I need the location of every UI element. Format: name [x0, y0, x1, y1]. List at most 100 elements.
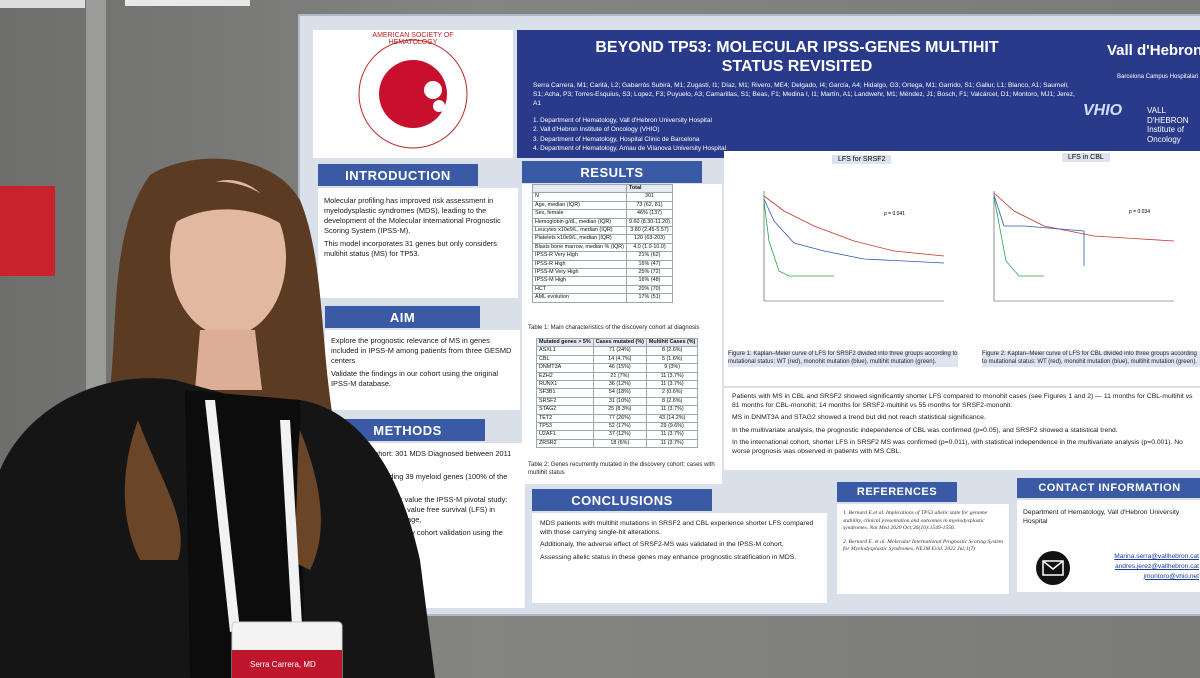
caption: Table 1: Main characteristics of the dis… — [528, 325, 700, 331]
figure-title: LFS in CBL — [1062, 153, 1110, 162]
cell: IPSS-R High — [532, 259, 627, 270]
cell: 16% (47) — [625, 259, 673, 270]
neck — [195, 330, 262, 390]
curve — [763, 200, 834, 277]
cell: 11 (3.7%) — [645, 405, 699, 415]
header-row: Total — [532, 183, 673, 194]
cell: ZRSR2 — [536, 438, 594, 449]
bullet: This model incorporates 31 genes but onl… — [324, 238, 497, 258]
cell: 4.0 (1.0-10.0) — [625, 242, 673, 253]
cell: STAG2 — [536, 405, 594, 415]
row: IPSS-R Very High 21% (62) — [532, 251, 673, 261]
cell: 3.80 (2.45-5.57) — [625, 226, 673, 236]
row: AML evolution 17% (51) — [532, 293, 673, 303]
curve — [993, 192, 1175, 242]
intro-text: Molecular profiling has improved risk as… — [318, 188, 518, 298]
header-row: Mutated genes > 5% Cases mutated (%) Multi… — [536, 337, 699, 348]
row: IPSS-M Very High 25% (72) — [532, 268, 673, 278]
row: Age, median (IQR) 73 (62, 81) — [532, 200, 673, 211]
person — [0, 158, 435, 678]
aim-text: Explore the prognostic relevance of MS i… — [325, 330, 520, 410]
header-band: BEYOND TP53: MOLECULAR IPSS-GENES MULTIH… — [517, 30, 1200, 158]
society-name: AMERICAN SOCIETY OF HEMATOLOGY — [372, 32, 454, 46]
row: CBL 14 (4.7%) 5 (1.6%) — [536, 354, 699, 365]
row: Leucytes x10e9/L, median (IQR) 3.80 (2.45… — [532, 226, 673, 236]
header-cell — [532, 183, 627, 194]
p-value: p = 0.034 — [1129, 209, 1150, 215]
cell: IPSS-M Very High — [532, 268, 627, 278]
km-plots — [763, 191, 1175, 302]
cell: 8 (2.6%) — [645, 396, 699, 407]
cell: SRSF2 — [536, 396, 594, 407]
row: DNMT3A 46 (15%) 9 (3%) — [536, 363, 699, 373]
email: jmontoro@vhio.net — [1143, 572, 1199, 580]
cell: 21% (62) — [625, 251, 673, 261]
cell: 16% (48) — [625, 276, 673, 286]
figure-caption: Figure 1: Kaplan–Meier curve of LFS for … — [728, 351, 958, 367]
row: RUNX1 36 (12%) 11 (3.7%) — [536, 380, 699, 390]
authors: Serra Carrera, M1; Carità, L2; Gabarrós … — [533, 82, 1075, 107]
contact-box: Department of Hematology, Vall d'Hebron … — [1017, 500, 1200, 592]
icon-flap — [1042, 560, 1064, 570]
bullet: In the international cohort, shorter LFS… — [732, 438, 1183, 455]
paper-edge — [125, 0, 250, 6]
table: Total N 301 Age, median (IQR) 73 (62, 81) Sex… — [532, 183, 673, 303]
row: IPSS-R High 16% (47) — [532, 259, 673, 270]
cell: 37 (12%) — [592, 430, 647, 440]
section-heading: RESULTS — [522, 161, 702, 183]
email: Marina.serra@vallhebron.cat — [1114, 553, 1199, 560]
cell: 9 (3%) — [645, 363, 699, 373]
cell: Age, median (IQR) — [532, 200, 627, 211]
section-heading: METHODS — [330, 419, 485, 441]
poster: AMERICAN SOCIETY OF HEMATOLOGY BEYOND TP… — [298, 14, 1200, 616]
hair-strand — [124, 420, 181, 560]
bullet: Additionaly, the adverse effect of SRSF2… — [540, 541, 784, 549]
cell: RUNX1 — [536, 380, 594, 390]
cell: 120 (63-203) — [625, 234, 673, 244]
row: ZRSR2 18 (6%) 11 (3.7%) — [536, 438, 699, 449]
paper-edge — [0, 0, 85, 8]
cell: 43 (14.2%) — [645, 413, 699, 424]
section-heading: CONCLUSIONS — [532, 489, 712, 511]
row: TP53 52 (17%) 29 (9.6%) — [536, 422, 699, 432]
bullet: Validate the findings in our cohort usin… — [331, 368, 499, 388]
figure-title: LFS for SRSF2 — [832, 155, 892, 164]
logo-circle — [379, 60, 447, 128]
km-plot-2 — [993, 191, 1175, 302]
cell: SF3B1 — [536, 388, 594, 398]
row: Sex, female 46% (137) — [532, 209, 673, 219]
email: andres.jerez@vallhebron.cat — [1114, 562, 1199, 570]
badge-name: Serra Carrera, MD — [250, 660, 316, 669]
face — [170, 180, 286, 336]
affiliation: 1. Department of Hematology, Vall d'Hebr… — [533, 117, 712, 124]
bullet: MS in DNMT3A and STAG2 showed a trend bu… — [732, 414, 986, 422]
p-value: p = 0.041 — [884, 211, 905, 217]
icon-env — [1042, 560, 1064, 576]
results-text: Patients with MS in CBL and SRSF2 showed… — [724, 388, 1200, 470]
cell: 18 (6%) — [592, 438, 647, 449]
curve — [763, 198, 945, 264]
cell: 2 (0.6%) — [645, 388, 699, 398]
cell: 25 (8.3%) — [592, 405, 647, 415]
affiliation: 2. Vall d'Hebron Institute of Oncology (… — [533, 126, 660, 134]
cell: AML evolution — [532, 293, 627, 303]
cell: 54 (18%) — [592, 388, 647, 398]
cell: 52 (17%) — [592, 422, 647, 432]
row: HCT 20% (70) — [532, 284, 673, 295]
cell: 11 (3.7%) — [645, 430, 699, 440]
cell: 71 (24%) — [592, 346, 647, 356]
title-line: BEYOND TP53: MOLECULAR IPSS-GENES MULTIH… — [595, 39, 999, 56]
contact-dept: Department of Hematology, Vall d'Hebron … — [1023, 509, 1180, 526]
row: IPSS-M High 16% (48) — [532, 276, 673, 286]
cell: IPSS-R Very High — [532, 251, 627, 261]
conclusions-text: MDS patients with multihit mutations in … — [532, 513, 827, 603]
cell: 73 (62, 81) — [625, 200, 673, 211]
cell: Sex, female — [532, 209, 627, 219]
row: N 301 — [532, 192, 673, 202]
row: SF3B1 54 (18%) 2 (0.6%) — [536, 388, 699, 398]
table-1: Total N 301 Age, median (IQR) 73 (62, 81) Sex… — [532, 183, 673, 303]
row: U2AF1 37 (12%) 11 (3.7%) — [536, 430, 699, 440]
reference: 1. Bernard E.et al. Implications of TP53… — [843, 510, 988, 532]
figures-panel: LFS for SRSF2 LFS in CBL p = — [724, 151, 1200, 386]
